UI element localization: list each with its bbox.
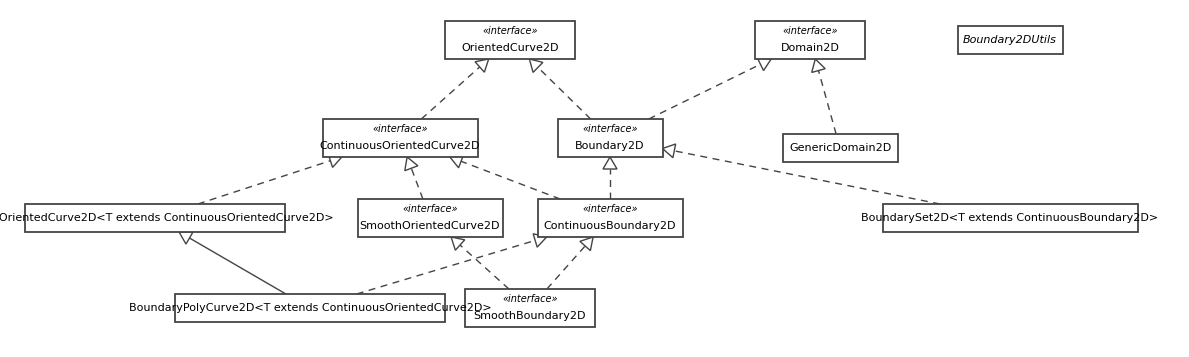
Bar <box>782 134 898 162</box>
Bar <box>175 294 445 322</box>
Text: GenericDomain2D: GenericDomain2D <box>788 143 891 153</box>
Text: BoundarySet2D<T extends ContinuousBoundary2D>: BoundarySet2D<T extends ContinuousBounda… <box>862 213 1158 223</box>
Text: ContinuousOrientedCurve2D: ContinuousOrientedCurve2D <box>320 141 480 151</box>
Bar <box>322 119 478 157</box>
Text: «interface»: «interface» <box>583 124 637 134</box>
Bar <box>465 289 594 327</box>
Bar <box>882 204 1138 232</box>
Text: «interface»: «interface» <box>372 124 428 134</box>
Text: ContinuousBoundary2D: ContinuousBoundary2D <box>543 221 677 231</box>
Text: Domain2D: Domain2D <box>780 43 839 53</box>
Bar <box>755 21 866 59</box>
Text: «interface»: «interface» <box>483 26 537 36</box>
Text: «interface»: «interface» <box>402 204 458 214</box>
Bar <box>445 21 575 59</box>
Text: PolyOrientedCurve2D<T extends ContinuousOrientedCurve2D>: PolyOrientedCurve2D<T extends Continuous… <box>0 213 334 223</box>
Text: OrientedCurve2D: OrientedCurve2D <box>461 43 559 53</box>
Bar <box>537 199 682 237</box>
Bar <box>25 204 285 232</box>
Bar <box>957 26 1063 54</box>
Text: Boundary2DUtils: Boundary2DUtils <box>963 35 1057 45</box>
Bar <box>558 119 662 157</box>
Bar <box>358 199 503 237</box>
Text: SmoothOrientedCurve2D: SmoothOrientedCurve2D <box>360 221 501 231</box>
Text: «interface»: «interface» <box>583 204 637 214</box>
Text: BoundaryPolyCurve2D<T extends ContinuousOrientedCurve2D>: BoundaryPolyCurve2D<T extends Continuous… <box>128 303 491 313</box>
Text: Boundary2D: Boundary2D <box>575 141 644 151</box>
Text: SmoothBoundary2D: SmoothBoundary2D <box>473 311 586 321</box>
Text: «interface»: «interface» <box>782 26 838 36</box>
Text: «interface»: «interface» <box>502 294 558 304</box>
